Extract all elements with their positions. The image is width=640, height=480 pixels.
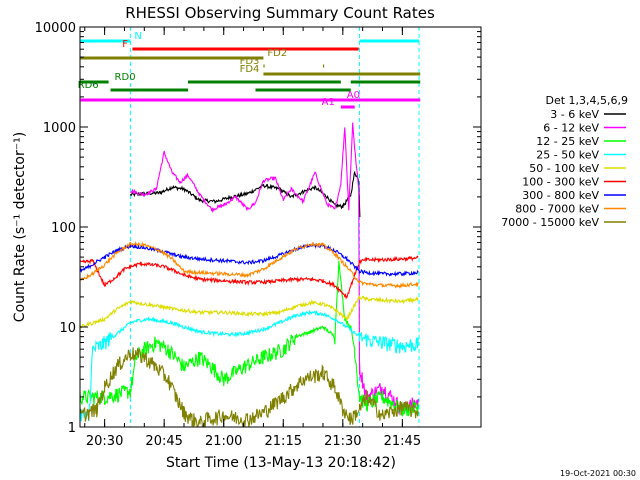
legend-label-25-50-kev: 25 - 50 keV bbox=[536, 149, 599, 162]
data-series bbox=[80, 122, 419, 427]
flag-label-n: N bbox=[134, 31, 141, 42]
flag-label-fd4: FD4 bbox=[240, 64, 260, 75]
series-line-25-50-kev bbox=[80, 309, 419, 422]
axes: 20:30 20:45 21:00 21:15 21:30 21:45 1 10 100 1000… bbox=[35, 21, 481, 449]
series-line-300-800-kev bbox=[80, 242, 419, 277]
flag-label-fd3: FD3 bbox=[240, 56, 260, 67]
chart-title: RHESSI Observing Summary Count Rates bbox=[125, 4, 435, 22]
series-line-12-25-kev bbox=[80, 260, 419, 417]
legend-label-100-300-kev: 100 - 300 keV bbox=[522, 176, 599, 189]
legend-label-800-7000-kev: 800 - 7000 keV bbox=[515, 203, 599, 216]
flag-label-a0: A0 bbox=[347, 90, 360, 101]
x-tick-label-2: 21:00 bbox=[205, 434, 242, 449]
y-tick-label-3: 1000 bbox=[43, 121, 76, 136]
x-tick-label-4: 21:30 bbox=[324, 434, 361, 449]
y-tick-label-2: 100 bbox=[51, 221, 76, 236]
legend-label-3-6-kev: 3 - 6 keV bbox=[550, 108, 599, 121]
legend-label-12-25-kev: 12 - 25 keV bbox=[536, 135, 599, 148]
x-tick-label-5: 21:45 bbox=[384, 434, 421, 449]
series-line-800-7000-kev bbox=[80, 241, 419, 289]
y-tick-label-0: 1 bbox=[68, 421, 76, 436]
x-tick-label-1: 20:45 bbox=[145, 434, 182, 449]
series-line-50-100-kev bbox=[80, 295, 419, 329]
x-tick-label-3: 21:15 bbox=[265, 434, 302, 449]
y-tick-label-4: 10000 bbox=[35, 21, 76, 36]
series-line-100-300-kev bbox=[80, 255, 419, 300]
x-axis-label: Start Time (13-May-13 20:18:42) bbox=[166, 455, 396, 471]
legend-title: Det 1,3,4,5,6,9 bbox=[545, 94, 628, 107]
night-boundary-lines bbox=[129, 27, 420, 427]
series-line-7000-15000-kev bbox=[80, 347, 419, 427]
flag-label-fd2: FD2 bbox=[267, 48, 287, 59]
flag-label-rd6: RD6 bbox=[78, 80, 99, 91]
timestamp: 19-Oct-2021 00:30 bbox=[560, 469, 636, 478]
legend-label-6-12-kev: 6 - 12 keV bbox=[543, 122, 599, 135]
legend-label-7000-15000-kev: 7000 - 15000 keV bbox=[501, 216, 599, 229]
y-axis-label: Count Rate (s⁻¹ detector⁻¹) bbox=[12, 132, 28, 322]
legend-label-50-100-kev: 50 - 100 keV bbox=[529, 162, 599, 175]
flag-label-a1: A1 bbox=[322, 97, 335, 108]
y-tick-label-1: 10 bbox=[59, 321, 76, 336]
x-tick-label-0: 20:30 bbox=[86, 434, 123, 449]
flag-label-f: F bbox=[122, 39, 128, 50]
legend-label-300-800-kev: 300 - 800 keV bbox=[522, 189, 599, 202]
flag-label-rd0: RD0 bbox=[115, 72, 136, 83]
